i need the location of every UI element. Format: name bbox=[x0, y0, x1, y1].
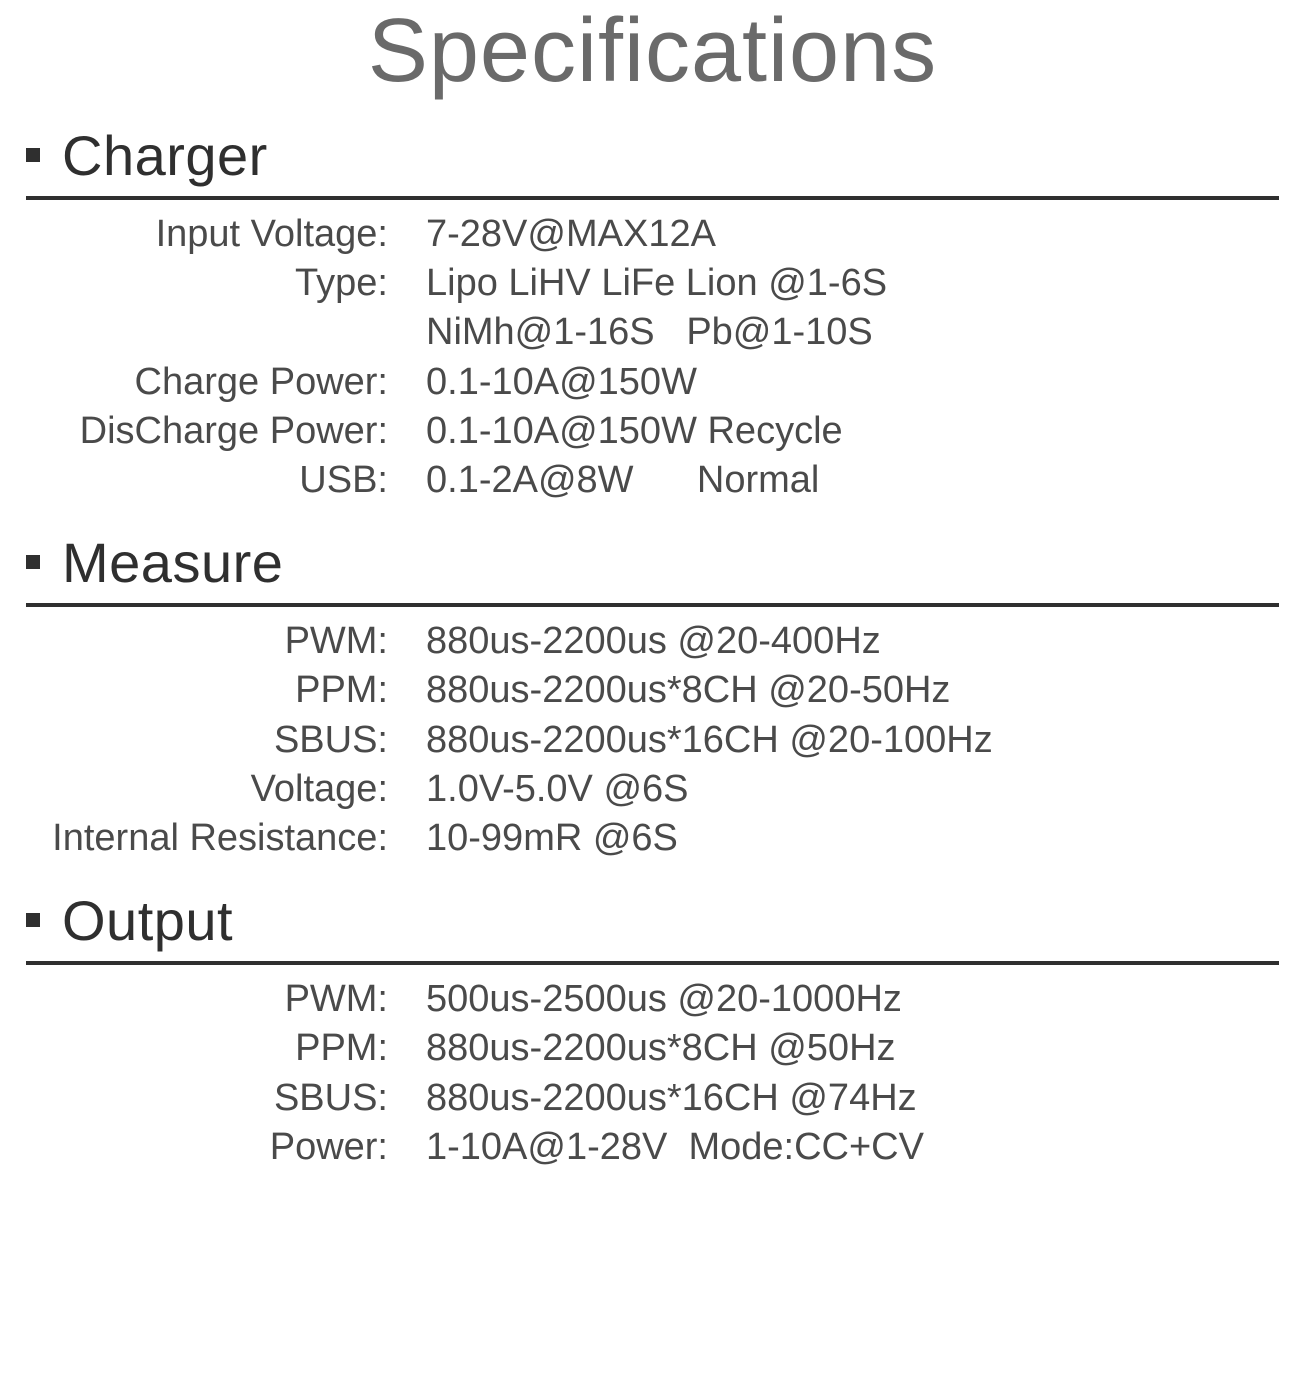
spec-value: 1.0V-5.0V @6S bbox=[426, 765, 1279, 814]
square-bullet-icon bbox=[26, 913, 40, 927]
spec-row: PPM:880us-2200us*8CH @20-50Hz bbox=[26, 666, 1279, 715]
spec-label: Voltage: bbox=[26, 765, 426, 814]
square-bullet-icon bbox=[26, 148, 40, 162]
spec-row: Type:Lipo LiHV LiFe Lion @1-6S bbox=[26, 259, 1279, 308]
spec-value: 0.1-10A@150W Recycle bbox=[426, 407, 1279, 456]
section-title: Charger bbox=[62, 123, 268, 188]
spec-value: Lipo LiHV LiFe Lion @1-6S bbox=[426, 259, 1279, 308]
spec-row: Voltage:1.0V-5.0V @6S bbox=[26, 765, 1279, 814]
section-output: Output PWM:500us-2500us @20-1000HzPPM:880… bbox=[20, 888, 1285, 1173]
section-title: Measure bbox=[62, 530, 283, 595]
spec-value: 0.1-10A@150W bbox=[426, 358, 1279, 407]
spec-row: PPM:880us-2200us*8CH @50Hz bbox=[26, 1024, 1279, 1073]
spec-label: Type: bbox=[26, 259, 426, 308]
spec-row: Input Voltage:7-28V@MAX12A bbox=[26, 210, 1279, 259]
spec-row: Power:1-10A@1-28V Mode:CC+CV bbox=[26, 1123, 1279, 1172]
spec-value: 7-28V@MAX12A bbox=[426, 210, 1279, 259]
spec-row: SBUS:880us-2200us*16CH @20-100Hz bbox=[26, 716, 1279, 765]
section-header: Output bbox=[26, 888, 1279, 965]
spec-label: Power: bbox=[26, 1123, 426, 1172]
spec-rows: Input Voltage:7-28V@MAX12AType:Lipo LiHV… bbox=[20, 210, 1285, 506]
square-bullet-icon bbox=[26, 555, 40, 569]
spec-row: Charge Power:0.1-10A@150W bbox=[26, 358, 1279, 407]
spec-rows: PWM:880us-2200us @20-400HzPPM:880us-2200… bbox=[20, 617, 1285, 864]
spec-label: PPM: bbox=[26, 666, 426, 715]
section-measure: Measure PWM:880us-2200us @20-400HzPPM:880… bbox=[20, 530, 1285, 864]
spec-row: PWM:500us-2500us @20-1000Hz bbox=[26, 975, 1279, 1024]
spec-row: Internal Resistance:10-99mR @6S bbox=[26, 814, 1279, 863]
spec-value: NiMh@1-16S Pb@1-10S bbox=[426, 308, 1279, 357]
spec-row: SBUS:880us-2200us*16CH @74Hz bbox=[26, 1074, 1279, 1123]
spec-label: PWM: bbox=[26, 975, 426, 1024]
spec-label: SBUS: bbox=[26, 716, 426, 765]
specifications-page: Specifications Charger Input Voltage:7-28… bbox=[0, 0, 1305, 1172]
spec-label: DisCharge Power: bbox=[26, 407, 426, 456]
spec-row: NiMh@1-16S Pb@1-10S bbox=[26, 308, 1279, 357]
spec-value: 500us-2500us @20-1000Hz bbox=[426, 975, 1279, 1024]
section-header: Charger bbox=[26, 123, 1279, 200]
spec-label: PPM: bbox=[26, 1024, 426, 1073]
spec-value: 880us-2200us*16CH @74Hz bbox=[426, 1074, 1279, 1123]
sections-container: Charger Input Voltage:7-28V@MAX12AType:Li… bbox=[20, 123, 1285, 1173]
spec-label: PWM: bbox=[26, 617, 426, 666]
spec-value: 880us-2200us*8CH @20-50Hz bbox=[426, 666, 1279, 715]
section-header: Measure bbox=[26, 530, 1279, 607]
spec-label: SBUS: bbox=[26, 1074, 426, 1123]
spec-row: PWM:880us-2200us @20-400Hz bbox=[26, 617, 1279, 666]
spec-row: USB:0.1-2A@8W Normal bbox=[26, 456, 1279, 505]
spec-value: 880us-2200us*8CH @50Hz bbox=[426, 1024, 1279, 1073]
spec-value: 0.1-2A@8W Normal bbox=[426, 456, 1279, 505]
spec-value: 880us-2200us @20-400Hz bbox=[426, 617, 1279, 666]
spec-label: Internal Resistance: bbox=[26, 814, 426, 863]
spec-label: Input Voltage: bbox=[26, 210, 426, 259]
section-title: Output bbox=[62, 888, 233, 953]
spec-row: DisCharge Power:0.1-10A@150W Recycle bbox=[26, 407, 1279, 456]
spec-rows: PWM:500us-2500us @20-1000HzPPM:880us-220… bbox=[20, 975, 1285, 1173]
spec-label: USB: bbox=[26, 456, 426, 505]
page-title: Specifications bbox=[20, 0, 1285, 99]
spec-value: 10-99mR @6S bbox=[426, 814, 1279, 863]
section-charger: Charger Input Voltage:7-28V@MAX12AType:Li… bbox=[20, 123, 1285, 506]
spec-label: Charge Power: bbox=[26, 358, 426, 407]
spec-value: 1-10A@1-28V Mode:CC+CV bbox=[426, 1123, 1279, 1172]
spec-value: 880us-2200us*16CH @20-100Hz bbox=[426, 716, 1279, 765]
